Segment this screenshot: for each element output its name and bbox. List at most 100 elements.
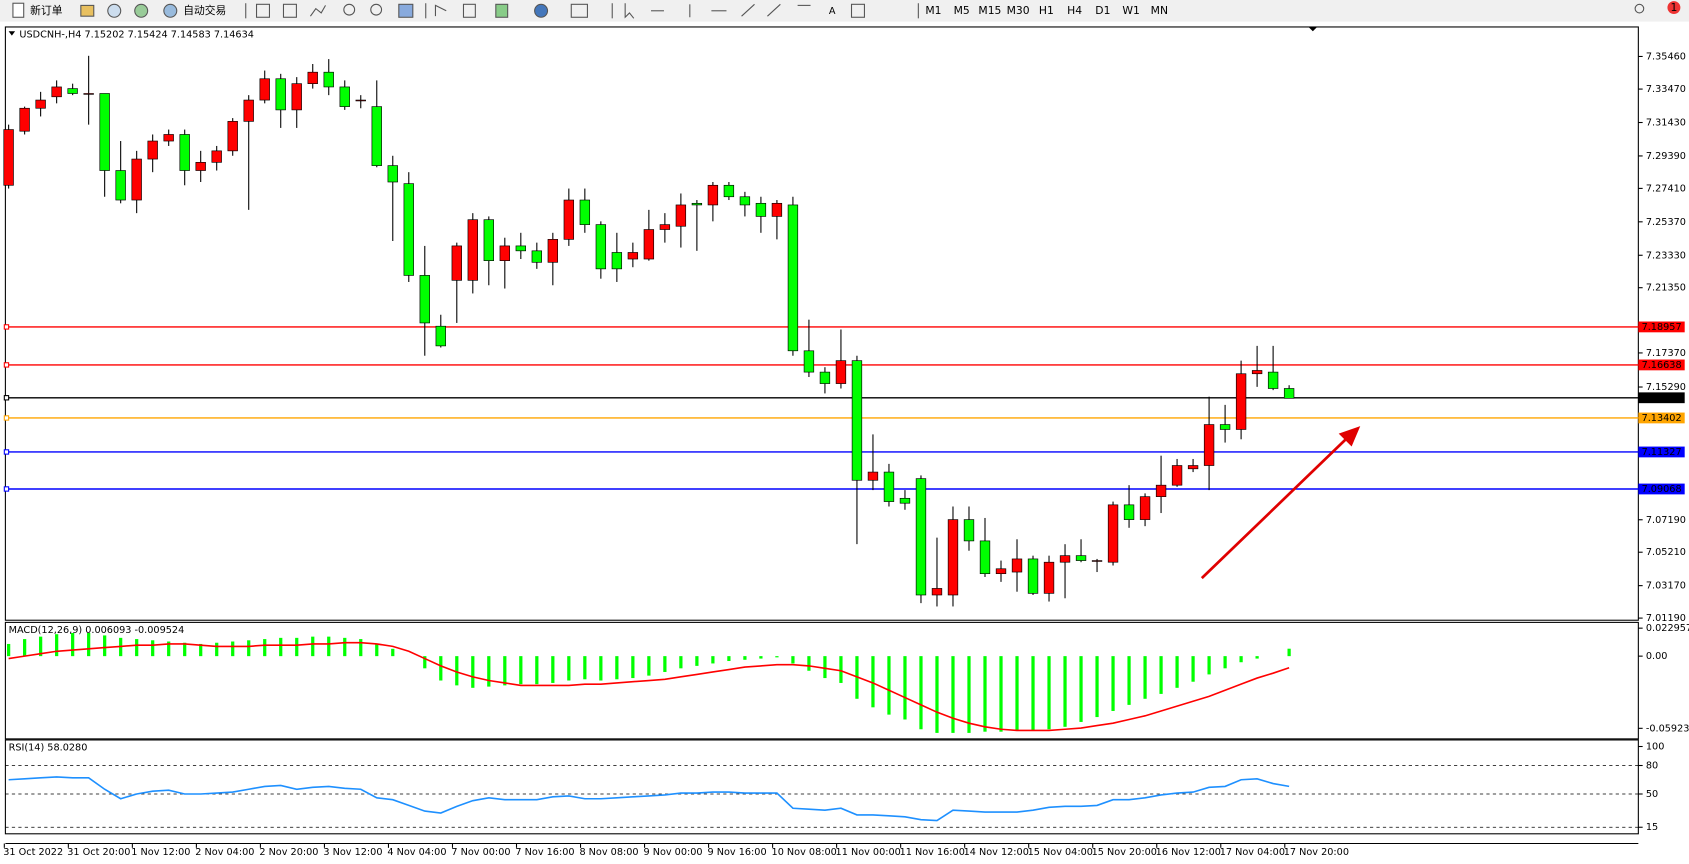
y-tick-label: 7.25370 — [1646, 217, 1686, 228]
icon[interactable] — [434, 4, 447, 17]
cursor-icon[interactable] — [624, 3, 635, 19]
timeframe-button[interactable]: W1 — [1122, 4, 1139, 17]
x-tick-label: 16 Nov 12:00 — [1156, 847, 1221, 858]
candle-body — [659, 224, 671, 230]
icon[interactable] — [462, 3, 476, 18]
text-tool[interactable]: A — [829, 6, 836, 17]
candle-body — [227, 121, 238, 152]
histogram-bar — [439, 656, 443, 681]
x-tick-label: 15 Nov 04:00 — [1028, 847, 1093, 858]
histogram-bar — [839, 656, 843, 683]
new-order-icon[interactable] — [12, 2, 25, 18]
x-tick-label: 11 Nov 16:00 — [900, 847, 965, 858]
price-level-tag — [1638, 321, 1685, 333]
histogram-bar — [391, 648, 395, 657]
candle-body — [1187, 465, 1199, 470]
icon[interactable] — [282, 3, 297, 18]
candle-body — [195, 162, 206, 171]
timeframe-button[interactable]: M30 — [1007, 4, 1030, 17]
histogram-bar — [39, 636, 43, 657]
icon[interactable] — [255, 3, 271, 18]
x-tick-label: 7 Nov 16:00 — [515, 847, 574, 858]
timeframe-button[interactable]: M5 — [954, 4, 970, 17]
candle-body — [995, 568, 1007, 575]
histogram-bar — [887, 656, 891, 715]
zoom-in-icon[interactable] — [343, 3, 356, 16]
label-icon[interactable] — [850, 3, 865, 18]
histogram-bar — [967, 656, 971, 733]
candle-body — [1155, 484, 1167, 497]
y-tick-label: 7.27410 — [1646, 183, 1686, 194]
x-tick-label: 17 Nov 04:00 — [1220, 847, 1285, 858]
histogram-bar — [503, 656, 507, 686]
histogram-bar — [263, 639, 267, 657]
x-tick-label: 7 Nov 00:00 — [451, 847, 510, 858]
channel-icon[interactable] — [767, 3, 781, 17]
candle-body — [1107, 504, 1119, 563]
toolbar-button-label[interactable]: 新订单 — [30, 4, 63, 17]
price-level-label: 7.18957 — [1642, 322, 1682, 333]
icon[interactable] — [107, 3, 122, 18]
zoom-out-icon[interactable] — [370, 3, 383, 16]
candle-body — [483, 219, 494, 261]
timeframe-button[interactable]: M15 — [978, 4, 1001, 17]
candle-body — [1139, 496, 1151, 520]
x-tick-label: 8 Nov 08:00 — [579, 847, 638, 858]
price-level-handle — [3, 395, 10, 401]
candle-body — [275, 78, 286, 111]
candle-body — [915, 478, 927, 596]
histogram-bar — [487, 656, 491, 687]
icon[interactable] — [309, 5, 326, 17]
timeframe-button[interactable]: H1 — [1039, 4, 1054, 17]
candle-body — [707, 184, 719, 206]
icon[interactable] — [570, 3, 588, 18]
y-tick-label: 7.15290 — [1646, 382, 1686, 393]
trendline-icon[interactable] — [741, 3, 755, 17]
x-tick-label: 4 Nov 04:00 — [387, 847, 446, 858]
panel-frame — [4, 621, 1639, 740]
icon[interactable] — [534, 3, 549, 18]
x-tick-label: 1 Nov 12:00 — [131, 847, 190, 858]
candle-body — [739, 196, 751, 206]
candle-body — [803, 350, 815, 373]
timeframe-button[interactable]: MN — [1151, 4, 1168, 17]
candle-body — [1091, 560, 1103, 562]
candle-body — [499, 245, 510, 261]
candle-body — [339, 86, 350, 107]
icon[interactable] — [134, 3, 149, 18]
timeframe-button[interactable]: M1 — [925, 4, 941, 17]
auto-trade-icon[interactable] — [163, 3, 178, 18]
candle-body — [419, 275, 430, 324]
search-icon[interactable] — [1634, 3, 1645, 14]
icon[interactable] — [495, 3, 509, 18]
histogram-bar — [151, 640, 155, 657]
x-tick-label: 15 Nov 20:00 — [1092, 847, 1157, 858]
candle-body — [675, 204, 687, 227]
candle-body — [243, 99, 254, 122]
candle-body — [51, 86, 62, 98]
histogram-bar — [295, 637, 299, 657]
candle-body — [723, 184, 735, 198]
candle-body — [403, 183, 414, 276]
arrow-head — [1338, 426, 1361, 447]
histogram-bar — [7, 643, 11, 657]
y-tick-label: 100 — [1646, 742, 1664, 753]
y-tick-label: 0.00 — [1646, 651, 1668, 662]
timeframe-button[interactable]: H4 — [1067, 4, 1082, 17]
timeframe-button[interactable]: D1 — [1095, 4, 1110, 17]
candle-body — [963, 519, 975, 542]
candle-body — [211, 150, 222, 163]
toolbar-button-label[interactable]: 自动交易 — [183, 4, 226, 17]
panel-title: USDCNH-,H4 7.15202 7.15424 7.14583 7.146… — [19, 30, 253, 41]
icon[interactable] — [398, 3, 414, 18]
notification-badge[interactable] — [1667, 1, 1681, 15]
histogram-bar — [647, 656, 651, 676]
candle-body — [595, 224, 607, 270]
histogram-bar — [1063, 656, 1067, 727]
histogram-bar — [359, 639, 363, 657]
icon[interactable] — [80, 4, 95, 17]
candle-body — [1203, 424, 1215, 466]
price-level-tag — [1638, 392, 1685, 404]
y-tick-label: 7.29390 — [1646, 151, 1686, 162]
